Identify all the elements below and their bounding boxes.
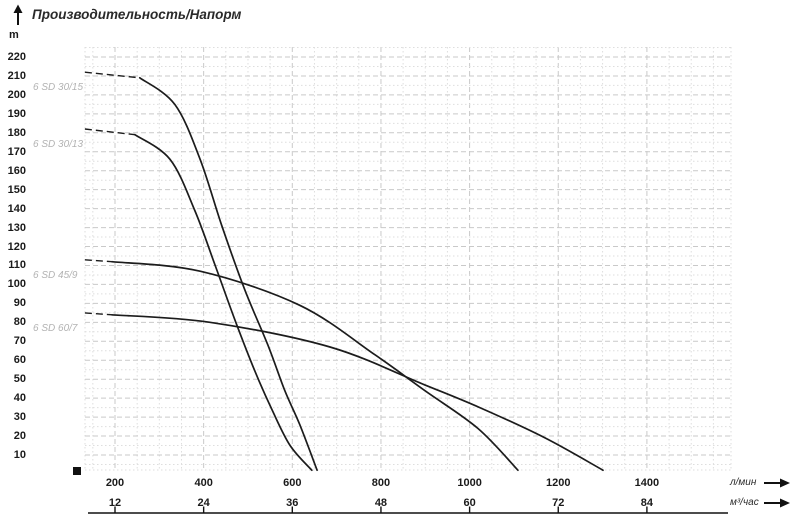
y-tick-label: 160 <box>7 164 26 177</box>
curve-dashed-6-SD-30-13 <box>84 128 135 136</box>
x-tick-m3h: 24 <box>197 497 210 509</box>
curve-6-SD-30-13 <box>134 133 313 472</box>
chart-title: Производительность/Напорм <box>32 7 242 22</box>
curve-label: 6 SD 60/7 <box>33 322 78 334</box>
y-tick-label: 120 <box>7 240 26 253</box>
y-tick-label: 80 <box>13 316 26 329</box>
y-tick-label: 170 <box>7 145 26 158</box>
y-tick-label: 220 <box>7 51 26 63</box>
x-tick-m3h: 48 <box>374 497 388 509</box>
right-arrow-icon-m3h <box>764 498 790 508</box>
x-tick-m3h: 60 <box>463 497 476 509</box>
curve-6-SD-60-7 <box>111 313 604 472</box>
x-tick-lmin: 800 <box>371 477 391 489</box>
y-tick-label: 140 <box>7 202 26 215</box>
x-tick-lmin: 1200 <box>546 477 571 489</box>
curve-6-SD-30-15 <box>138 76 318 472</box>
x-tick-m3h: 12 <box>108 497 122 509</box>
y-tick-label: 200 <box>7 88 26 101</box>
x-axis-line <box>88 506 728 514</box>
y-tick-label: 110 <box>8 259 26 272</box>
curve-label: 6 SD 45/9 <box>33 269 78 281</box>
y-tick-label: 40 <box>13 392 26 405</box>
curve-label: 6 SD 30/15 <box>33 82 84 94</box>
plot-grid <box>84 47 732 471</box>
curve-label: 6 SD 30/13 <box>33 139 84 151</box>
y-tick-label: 100 <box>7 278 26 291</box>
y-tick-label: 190 <box>7 107 26 120</box>
curve-6-SD-45-9 <box>111 260 519 472</box>
x-tick-lmin: 1000 <box>457 477 482 489</box>
y-tick-label: 30 <box>13 411 26 424</box>
y-tick-label: 20 <box>13 430 26 443</box>
right-arrow-icon-lmin <box>764 478 790 488</box>
curve-dashed-6-SD-60-7 <box>84 312 112 316</box>
x-axis-unit-m3h: м³/час <box>730 497 759 508</box>
curve-dashed-6-SD-30-15 <box>84 71 140 79</box>
y-tick-label: 180 <box>7 126 26 139</box>
x-tick-lmin: 600 <box>283 477 302 489</box>
y-tick-label: 60 <box>13 354 26 367</box>
up-arrow-icon <box>13 4 23 25</box>
origin-marker <box>73 467 81 475</box>
x-tick-lmin: 400 <box>194 477 213 489</box>
pump-curves <box>84 71 604 472</box>
x-tick-m3h: 84 <box>640 497 654 509</box>
x-tick-m3h: 72 <box>552 497 565 509</box>
curve-dashed-6-SD-45-9 <box>84 259 112 263</box>
x-tick-lmin: 1400 <box>634 477 660 489</box>
y-tick-label: 10 <box>13 448 26 461</box>
y-tick-label: 50 <box>13 373 26 386</box>
y-tick-label: 150 <box>7 183 26 196</box>
x-tick-m3h: 36 <box>286 497 299 509</box>
x-axis-unit-lmin: л/мин <box>730 477 757 488</box>
y-axis-unit: m <box>9 29 19 41</box>
y-tick-label: 130 <box>7 221 26 234</box>
y-tick-label: 70 <box>13 335 26 348</box>
y-tick-label: 210 <box>7 69 26 82</box>
y-tick-label: 90 <box>13 297 26 310</box>
x-tick-lmin: 200 <box>105 477 125 489</box>
